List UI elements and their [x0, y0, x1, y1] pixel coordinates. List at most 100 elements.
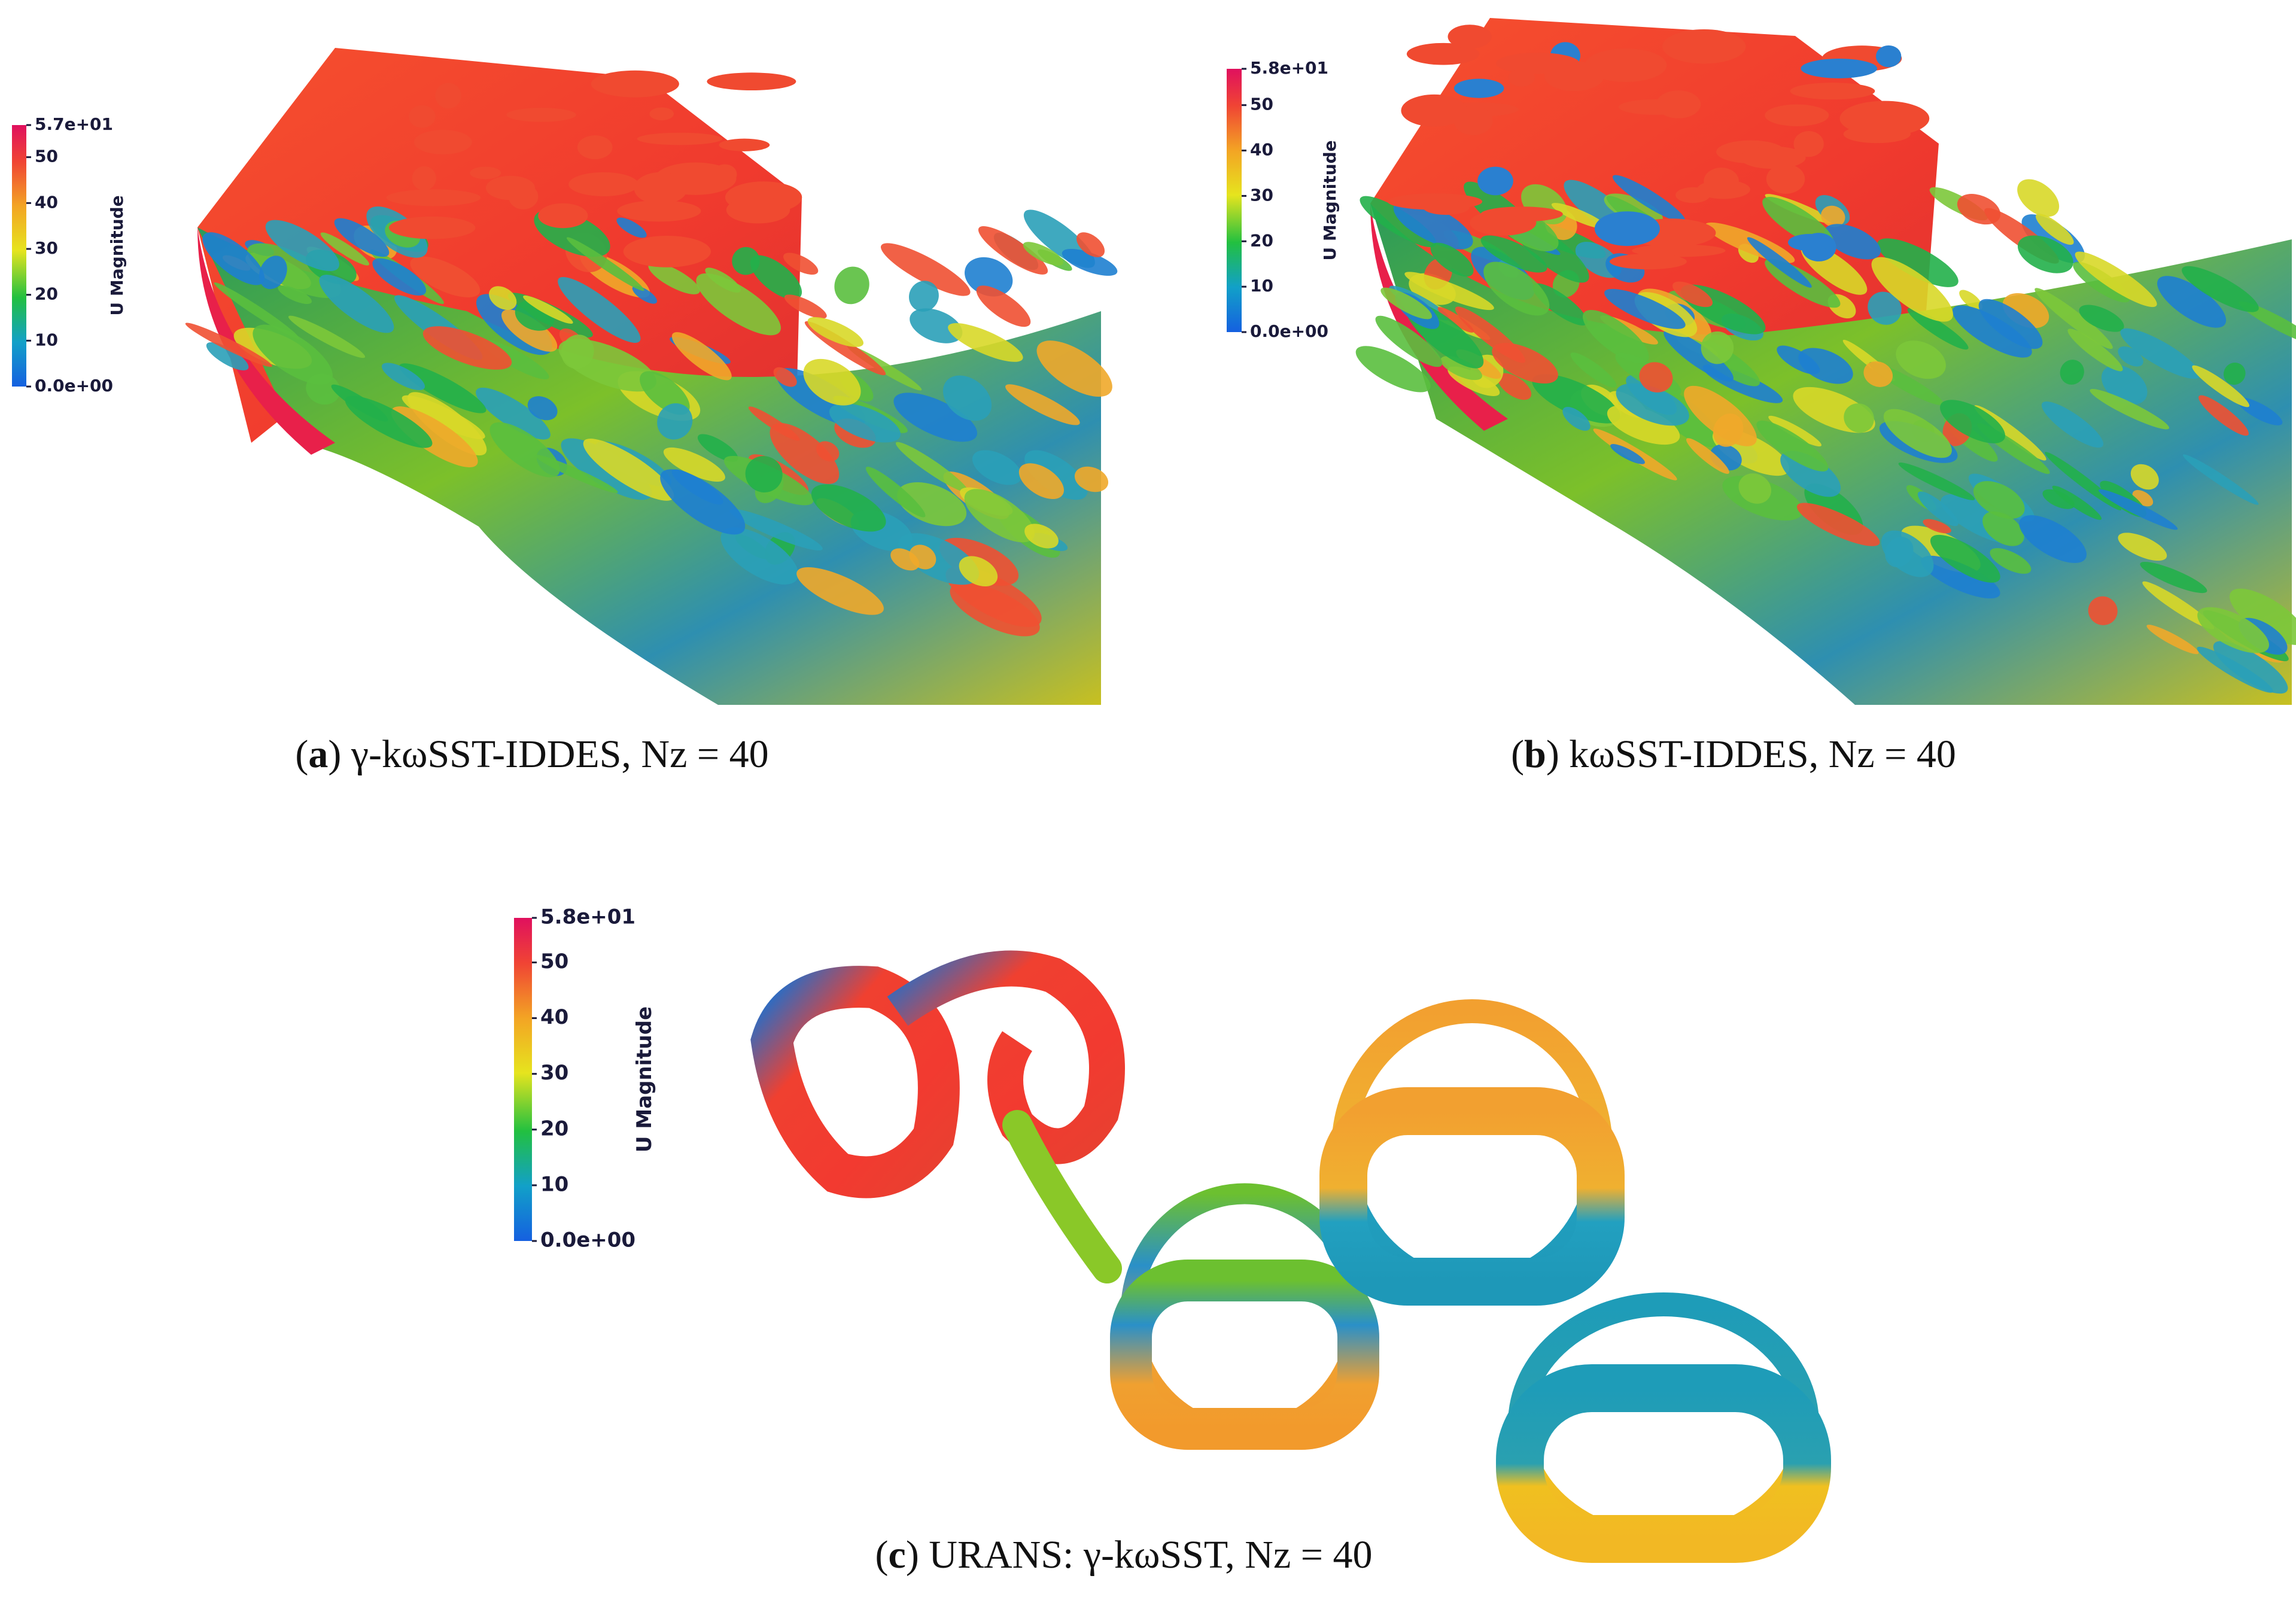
vortex-blob	[671, 332, 732, 381]
vortex-blob	[2157, 276, 2227, 328]
vortex-blob	[1790, 83, 1875, 100]
vortex-blob	[1871, 257, 1953, 322]
vortex-blob	[2060, 360, 2084, 385]
vortex-blob	[2019, 515, 2087, 563]
vortex-blob	[1393, 200, 1473, 250]
vortex-blob	[568, 172, 639, 197]
vortex-blob	[1952, 305, 2032, 358]
colorbar: 5.8e+01 50 40 30 20 10 0.0e+00 U Magnitude	[1227, 58, 1340, 341]
caption-text: ) URANS: γ-kωSST, Nz = 40	[906, 1533, 1373, 1577]
vortex-ring	[1319, 1087, 1625, 1306]
vortex-blob	[783, 253, 819, 275]
vortex-blob	[1839, 101, 1930, 136]
caption: (a) γ-kωSST-IDDES, Nz = 40	[295, 732, 768, 776]
vortex-blob	[486, 175, 536, 200]
vortex-blob	[648, 262, 700, 294]
colorbar-tick-label: 0.0e+00	[1250, 321, 1328, 341]
vortex-blob	[909, 544, 936, 570]
caption-text: ) γ-kωSST-IDDES, Nz = 40	[328, 732, 768, 776]
vortex-blob	[1883, 409, 1952, 458]
vortex-blob	[964, 489, 1035, 543]
vortex-blob	[2118, 533, 2167, 561]
vortex-blob	[1437, 307, 1474, 333]
vortex-blob	[976, 285, 1031, 327]
vortex-blob	[1483, 261, 1550, 316]
vortex-blob	[1704, 168, 1739, 195]
vortex-blob	[1607, 404, 1680, 445]
airfoil-edge	[1370, 203, 1508, 431]
vortex-blob	[796, 567, 884, 615]
colorbar-tick-label: 30	[1250, 185, 1273, 205]
vortex-blob	[386, 189, 481, 206]
vortex-blob	[1585, 48, 1667, 83]
colorbar-tick-label: 40	[35, 192, 58, 212]
vortex-blob	[617, 200, 701, 222]
vortex-blob	[1401, 94, 1468, 127]
vortex-blob	[1532, 283, 1588, 326]
vortex-blob	[1496, 53, 1580, 74]
vortex-blob	[506, 108, 576, 122]
vortex-blob	[1023, 242, 1064, 266]
vortex-blob	[1824, 224, 1881, 260]
vortex-blob	[816, 441, 840, 462]
vortex-blob	[1766, 164, 1805, 194]
colorbar-tick-label: 20	[35, 284, 58, 304]
vortex-blob	[657, 403, 693, 440]
vortex-blob	[1036, 340, 1112, 397]
vortex-blob	[965, 257, 1013, 297]
vortex-blob	[2021, 214, 2085, 264]
vortex-blob	[1404, 272, 1494, 311]
colorbar-tick-label: 5.7e+01	[35, 114, 113, 134]
vortex-blob	[1664, 330, 1734, 382]
vortex-blob	[1713, 413, 1744, 447]
vortex-blob	[2075, 251, 2157, 308]
vortex-blob	[412, 166, 436, 191]
vortex-blob	[1930, 534, 2000, 583]
vortex-blob	[561, 334, 594, 369]
vortex-blob	[1940, 400, 2005, 443]
vortex-blob	[2067, 328, 2123, 372]
vortex-blob	[1440, 356, 1482, 381]
vortex-blob	[470, 166, 501, 180]
vortex-blob	[2052, 485, 2102, 520]
vortex-blob	[942, 375, 992, 421]
vortex-blob	[2041, 401, 2104, 448]
vortex-blob	[567, 237, 644, 291]
vortex-blob	[1959, 290, 1982, 310]
vortex-blob	[214, 282, 299, 339]
vortex-blob	[422, 326, 512, 370]
vortex-blob	[663, 447, 725, 482]
vortex-blob	[1701, 331, 1734, 364]
vortex-blob	[591, 70, 679, 98]
vortex-blob	[773, 367, 797, 387]
colorbar: 5.7e+01 50 40 30 20 10 0.0e+00 U Magnitude	[12, 114, 127, 396]
vortex-blob	[2140, 561, 2207, 594]
vortex-blob	[649, 107, 674, 121]
vortex-blob	[719, 138, 770, 151]
vortex-blob	[726, 196, 790, 224]
vortex-ring	[750, 966, 960, 1198]
vortex-blob	[834, 266, 869, 305]
vortex-blob	[732, 247, 760, 275]
vortex-blob	[319, 275, 394, 333]
vortex-blob	[1796, 503, 1880, 546]
vortex-blob	[1768, 415, 1821, 447]
vortex-blob	[697, 434, 738, 462]
vortex-blob	[489, 286, 517, 310]
vortex-blob	[1765, 104, 1829, 126]
vortex-blob	[1355, 346, 1431, 393]
vortex-blob	[1917, 491, 1959, 527]
vortex-blob	[750, 255, 802, 300]
vortex-blob	[1982, 511, 2024, 546]
vortex-blob	[2197, 607, 2270, 653]
vortex-blob	[278, 285, 312, 305]
vortex-blob	[1610, 444, 1645, 464]
colorbar-title: U Magnitude	[107, 195, 127, 315]
vortex-blob	[1612, 175, 1686, 223]
vortex-blob	[811, 484, 886, 532]
colorbar-tick-label: 10	[35, 330, 58, 349]
vortex-blob	[696, 273, 781, 336]
vortex-blob	[623, 235, 711, 267]
colorbar-tick-label: 10	[540, 1172, 568, 1196]
